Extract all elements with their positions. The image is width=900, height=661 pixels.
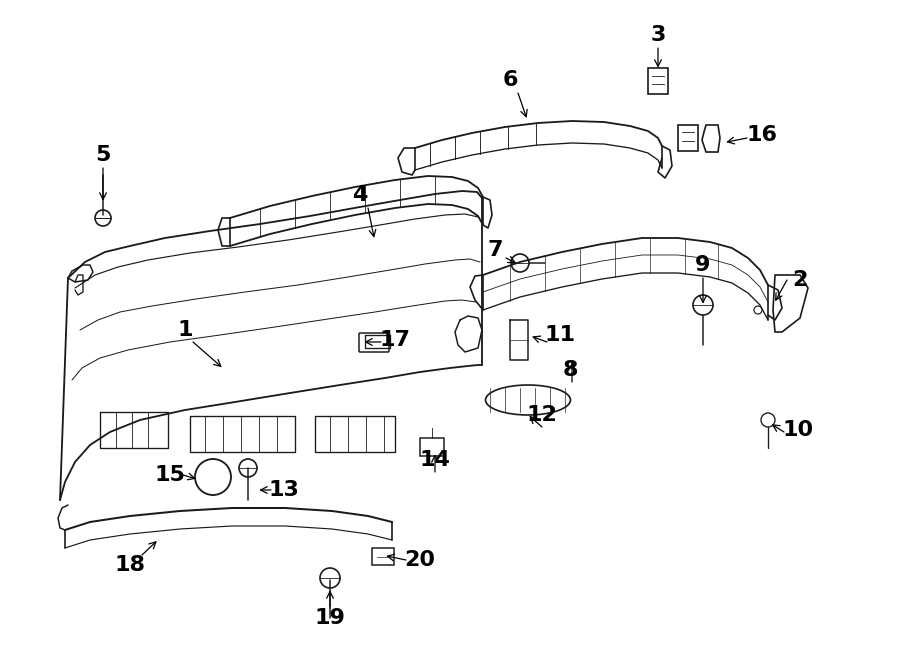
Text: 2: 2 bbox=[792, 270, 807, 290]
Text: 16: 16 bbox=[746, 125, 778, 145]
Text: 15: 15 bbox=[155, 465, 185, 485]
Text: 20: 20 bbox=[404, 550, 436, 570]
Text: 6: 6 bbox=[502, 70, 518, 90]
Circle shape bbox=[95, 210, 111, 226]
Text: 4: 4 bbox=[352, 185, 368, 205]
Text: 3: 3 bbox=[651, 25, 666, 45]
Polygon shape bbox=[702, 125, 720, 152]
Text: 12: 12 bbox=[526, 405, 557, 425]
Text: 13: 13 bbox=[268, 480, 300, 500]
FancyBboxPatch shape bbox=[678, 125, 698, 151]
Text: 19: 19 bbox=[315, 608, 346, 628]
FancyBboxPatch shape bbox=[420, 438, 444, 456]
Text: 1: 1 bbox=[177, 320, 193, 340]
Circle shape bbox=[693, 295, 713, 315]
Text: 14: 14 bbox=[419, 450, 450, 470]
Polygon shape bbox=[773, 275, 808, 332]
Circle shape bbox=[761, 413, 775, 427]
Circle shape bbox=[511, 254, 529, 272]
Ellipse shape bbox=[485, 385, 571, 415]
Text: 7: 7 bbox=[487, 240, 503, 260]
Text: 17: 17 bbox=[380, 330, 410, 350]
Text: 8: 8 bbox=[562, 360, 578, 380]
FancyBboxPatch shape bbox=[372, 548, 394, 565]
Text: 5: 5 bbox=[95, 145, 111, 165]
Text: 10: 10 bbox=[782, 420, 814, 440]
Circle shape bbox=[320, 568, 340, 588]
Circle shape bbox=[239, 459, 257, 477]
FancyBboxPatch shape bbox=[359, 333, 389, 352]
Text: 9: 9 bbox=[696, 255, 711, 275]
FancyBboxPatch shape bbox=[648, 68, 668, 94]
Circle shape bbox=[754, 306, 762, 314]
Text: 18: 18 bbox=[114, 555, 146, 575]
Text: 11: 11 bbox=[544, 325, 575, 345]
Circle shape bbox=[195, 459, 231, 495]
